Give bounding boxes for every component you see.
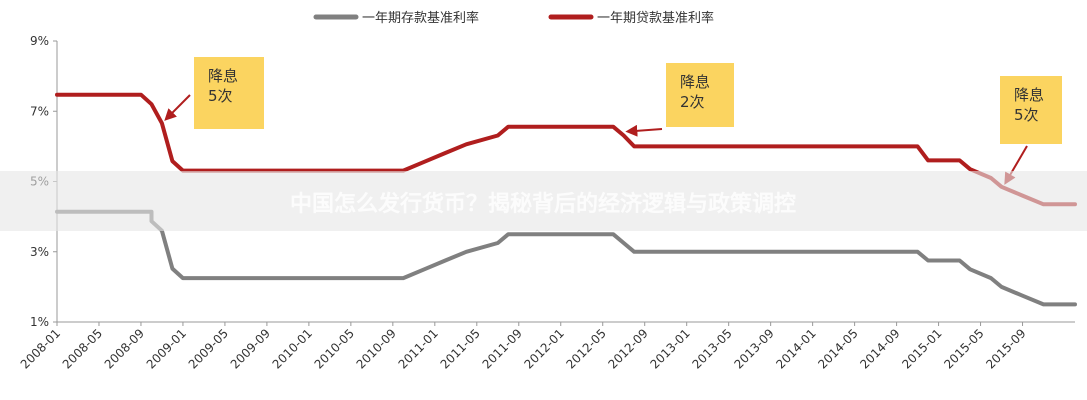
- legend: 一年期存款基准利率 一年期贷款基准利率: [313, 10, 714, 26]
- annotation-text: 降息: [208, 67, 238, 85]
- x-tick-label: 2011-01: [396, 326, 441, 371]
- x-tick-label: 2012-01: [522, 326, 567, 371]
- legend-label: 一年期存款基准利率: [362, 10, 479, 26]
- annotation-text: 5次: [208, 87, 233, 105]
- x-tick-label: 2010-09: [354, 326, 399, 371]
- x-tick-label: 2008-05: [60, 326, 105, 371]
- x-tick-label: 2014-01: [773, 326, 818, 371]
- annotation-arrow: [164, 94, 191, 121]
- x-tick-label: 2010-05: [312, 326, 357, 371]
- x-tick-label: 2014-09: [857, 326, 902, 371]
- x-tick-label: 2009-09: [228, 326, 273, 371]
- x-tick-label: 2011-09: [480, 326, 525, 371]
- y-tick-label: 3%: [30, 245, 49, 259]
- y-tick-label: 7%: [30, 104, 49, 118]
- x-tick-label: 2008-09: [102, 326, 147, 371]
- y-tick-label: 9%: [30, 34, 49, 48]
- y-tick-label: 1%: [30, 315, 49, 329]
- x-tick-label: 2008-01: [18, 326, 63, 371]
- legend-label: 一年期贷款基准利率: [597, 10, 714, 26]
- annotation-arrow: [625, 124, 663, 137]
- series-line-1: [55, 209, 1077, 307]
- x-tick-label: 2015-01: [899, 326, 944, 371]
- x-tick-label: 2010-01: [270, 326, 315, 371]
- x-tick-label: 2015-09: [983, 326, 1028, 371]
- x-tick-label: 2011-05: [438, 326, 483, 371]
- annotation-text: 降息: [1014, 86, 1044, 104]
- annotation-box: [194, 57, 264, 129]
- overlay-banner: 中国怎么发行货币？揭秘背后的经济逻辑与政策调控: [0, 171, 1087, 231]
- x-tick-label: 2012-09: [605, 326, 650, 371]
- annotation-box: [666, 63, 734, 127]
- x-tick-label: 2013-09: [731, 326, 776, 371]
- annotation-text: 2次: [680, 93, 705, 111]
- banner-text: 中国怎么发行货币？揭秘背后的经济逻辑与政策调控: [290, 191, 796, 217]
- x-tick-label: 2015-05: [941, 326, 986, 371]
- banner-background: [0, 171, 1087, 231]
- x-tick-label: 2013-01: [647, 326, 692, 371]
- x-tick-label: 2009-01: [144, 326, 189, 371]
- x-tick-label: 2014-05: [815, 326, 860, 371]
- annotation-text: 5次: [1014, 106, 1039, 124]
- annotations: 降息 5次 降息 2次 降息 5次: [164, 57, 1062, 185]
- x-tick-label: 2013-05: [689, 326, 734, 371]
- x-tick-label: 2009-05: [186, 326, 231, 371]
- annotation-box: [1000, 76, 1062, 144]
- annotation-text: 降息: [680, 73, 710, 91]
- x-tick-label: 2012-05: [563, 326, 608, 371]
